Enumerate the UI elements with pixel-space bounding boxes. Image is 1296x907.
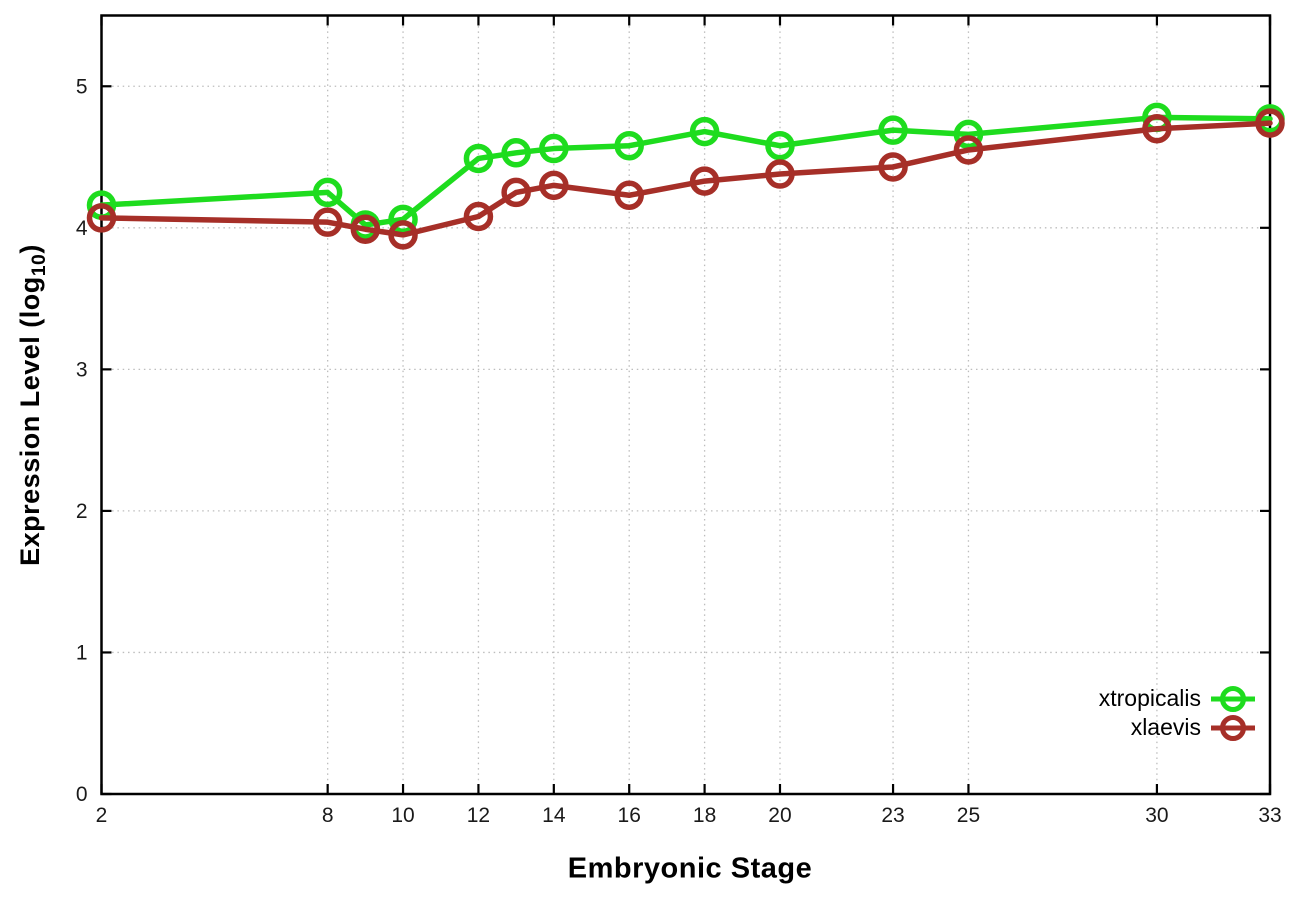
x-axis-title: Embryonic Stage	[567, 852, 813, 885]
legend-label-xtropicalis: xtropicalis	[1098, 685, 1201, 711]
data-point-xlaevis	[953, 135, 984, 165]
data-point-xtropicalis	[312, 177, 343, 208]
tick-marks	[100, 15, 1272, 796]
y-axis-title-text: Expression Level (log	[14, 276, 45, 566]
y-tick-label: 0	[76, 783, 88, 806]
data-point-xtropicalis	[614, 130, 644, 161]
legend-item-xtropicalis: xtropicalis	[1099, 684, 1256, 713]
x-tick-label: 25	[957, 804, 980, 827]
legend-sample-line-circle-icon	[1211, 714, 1255, 741]
legend-label-xlaevis: xlaevis	[1130, 714, 1201, 740]
data-point-xtropicalis	[501, 138, 531, 168]
y-tick-label: 5	[76, 75, 88, 98]
y-axis-title-subscript: 10	[28, 253, 51, 277]
data-point-xlaevis	[1255, 108, 1285, 138]
data-point-xlaevis	[350, 214, 381, 244]
data-point-xlaevis	[1142, 113, 1172, 144]
x-tick-label: 2	[96, 804, 108, 827]
x-tick-label: 23	[881, 804, 904, 827]
legend-sample-line-circle-icon	[1211, 685, 1255, 712]
data-point-xlaevis	[689, 166, 720, 196]
y-tick-label: 1	[76, 641, 88, 664]
legend: xtropicalis xlaevis	[1099, 684, 1256, 742]
x-tick-label: 16	[618, 804, 641, 827]
y-tick-label: 3	[76, 358, 88, 381]
data-point-xtropicalis	[689, 116, 720, 147]
x-tick-label: 18	[693, 804, 716, 827]
x-tick-label: 33	[1258, 804, 1281, 827]
x-tick-label: 12	[467, 804, 490, 827]
y-tick-label: 4	[76, 217, 88, 240]
data-point-xlaevis	[501, 177, 531, 208]
data-point-xtropicalis	[878, 115, 908, 145]
x-tick-label: 30	[1145, 804, 1168, 827]
series-line-xlaevis	[98, 120, 1273, 238]
data-point-xlaevis	[388, 220, 418, 250]
x-tick-label: 10	[391, 804, 414, 827]
plot-border	[100, 14, 1272, 796]
data-point-xlaevis	[463, 201, 494, 232]
data-point-xtropicalis	[953, 119, 984, 150]
x-tick-label: 20	[768, 804, 791, 827]
y-tick-label: 2	[76, 500, 88, 523]
data-point-xtropicalis	[765, 130, 795, 161]
data-point-xtropicalis	[463, 143, 494, 174]
data-point-xlaevis	[312, 207, 343, 237]
data-point-xtropicalis	[539, 133, 569, 164]
data-point-xlaevis	[765, 159, 795, 189]
y-axis-title-suffix: )	[14, 244, 45, 254]
gridlines	[101, 15, 1270, 794]
series-xlaevis	[86, 108, 1285, 250]
data-point-xlaevis	[878, 152, 908, 182]
data-point-xtropicalis	[388, 204, 418, 235]
data-point-xlaevis	[614, 180, 644, 211]
series-xtropicalis	[86, 102, 1285, 240]
x-tick-label: 8	[322, 804, 334, 827]
y-axis-title: Expression Level (log10)	[15, 244, 51, 566]
data-point-xlaevis	[86, 203, 117, 233]
legend-item-xlaevis: xlaevis	[1099, 713, 1256, 742]
x-tick-label: 14	[542, 804, 566, 827]
data-point-xlaevis	[539, 170, 569, 201]
